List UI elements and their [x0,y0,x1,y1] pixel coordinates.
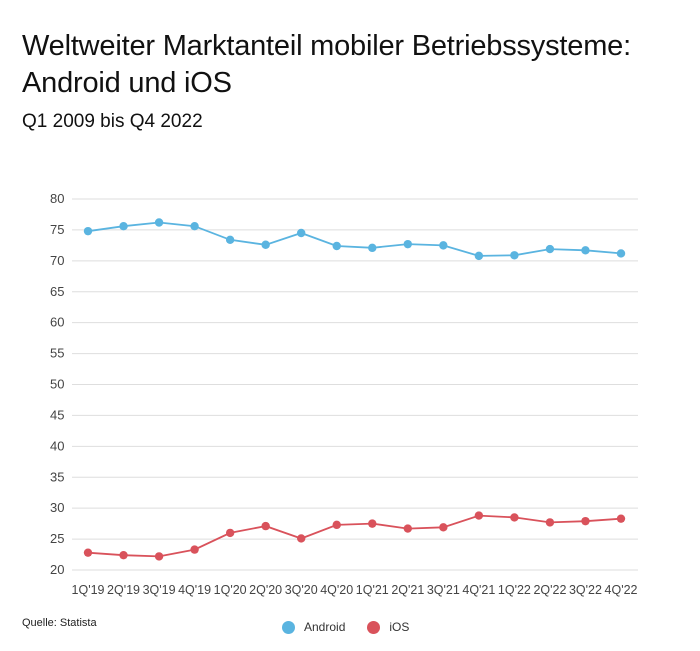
data-point-android[interactable] [510,251,519,260]
data-point-ios[interactable] [545,518,555,527]
data-point-android[interactable] [119,222,128,231]
x-tick-label: 1Q'19 [72,583,105,597]
x-tick-label: 3Q'19 [143,583,176,597]
legend-marker-ios [367,620,381,634]
x-tick-label: 3Q'21 [427,583,460,597]
y-tick-label: 60 [50,315,64,330]
chart-subtitle: Q1 2009 bis Q4 2022 [22,111,203,132]
data-point-ios[interactable] [368,519,377,528]
data-point-android[interactable] [616,249,626,258]
x-tick-label: 2Q'19 [107,583,140,597]
data-point-ios[interactable] [154,552,164,561]
data-point-ios[interactable] [403,524,412,533]
y-tick-label: 80 [50,191,64,206]
data-point-android[interactable] [225,235,235,245]
data-point-android[interactable] [261,240,270,249]
chart-title: Weltweiter Marktanteil mobiler Betriebss… [22,30,631,99]
y-tick-label: 30 [50,500,64,515]
x-tick-label: 3Q'20 [285,583,318,597]
legend-marker-android [282,620,295,634]
data-point-android[interactable] [439,241,448,250]
data-point-ios[interactable] [225,528,235,538]
data-point-ios[interactable] [616,514,626,523]
data-point-ios[interactable] [190,545,199,554]
data-point-ios[interactable] [261,521,270,531]
data-point-android[interactable] [154,218,164,227]
data-point-android[interactable] [545,244,555,254]
data-point-ios[interactable] [474,511,484,520]
data-point-ios[interactable] [439,523,448,532]
legend-label-android: Android [304,620,346,634]
data-point-android[interactable] [368,243,377,253]
data-point-android[interactable] [332,241,341,251]
data-point-android[interactable] [83,226,93,236]
y-tick-label: 55 [50,346,64,361]
x-tick-label: 1Q'20 [214,583,247,597]
data-point-ios[interactable] [581,516,590,526]
data-point-ios[interactable] [332,520,341,530]
x-tick-label: 2Q'20 [249,583,282,597]
legend: Android iOS [282,620,431,634]
x-tick-label: 4Q'22 [605,583,638,597]
y-tick-label: 45 [50,407,64,422]
legend-item-android[interactable]: Android [282,620,345,634]
source-note: Quelle: Statista [22,617,97,629]
y-tick-label: 75 [50,222,64,237]
data-point-android[interactable] [297,228,306,238]
y-tick-label: 40 [50,438,64,453]
data-point-ios[interactable] [510,513,519,522]
data-point-android[interactable] [581,246,590,255]
y-tick-label: 65 [50,284,64,299]
x-tick-label: 2Q'21 [391,583,424,597]
data-point-ios[interactable] [297,534,306,543]
x-tick-label: 4Q'20 [320,583,353,597]
x-tick-label: 3Q'22 [569,583,602,597]
x-tick-label: 4Q'19 [178,583,211,597]
data-point-ios[interactable] [83,548,93,557]
data-point-android[interactable] [190,222,199,231]
x-tick-label: 2Q'22 [533,583,566,597]
y-tick-label: 50 [50,377,64,392]
series-line-android [87,221,622,257]
y-tick-label: 35 [50,469,64,484]
data-point-android[interactable] [474,251,484,261]
x-tick-label: 1Q'21 [356,583,389,597]
y-tick-label: 20 [50,562,64,577]
y-tick-label: 25 [50,531,64,546]
y-tick-label: 70 [50,253,64,268]
series-line-ios [87,514,622,558]
x-tick-label: 4Q'21 [462,583,495,597]
legend-label-ios: iOS [389,620,410,634]
data-point-android[interactable] [403,239,412,249]
data-point-ios[interactable] [119,550,128,560]
legend-item-ios[interactable]: iOS [367,620,409,634]
x-tick-label: 1Q'22 [498,583,531,597]
